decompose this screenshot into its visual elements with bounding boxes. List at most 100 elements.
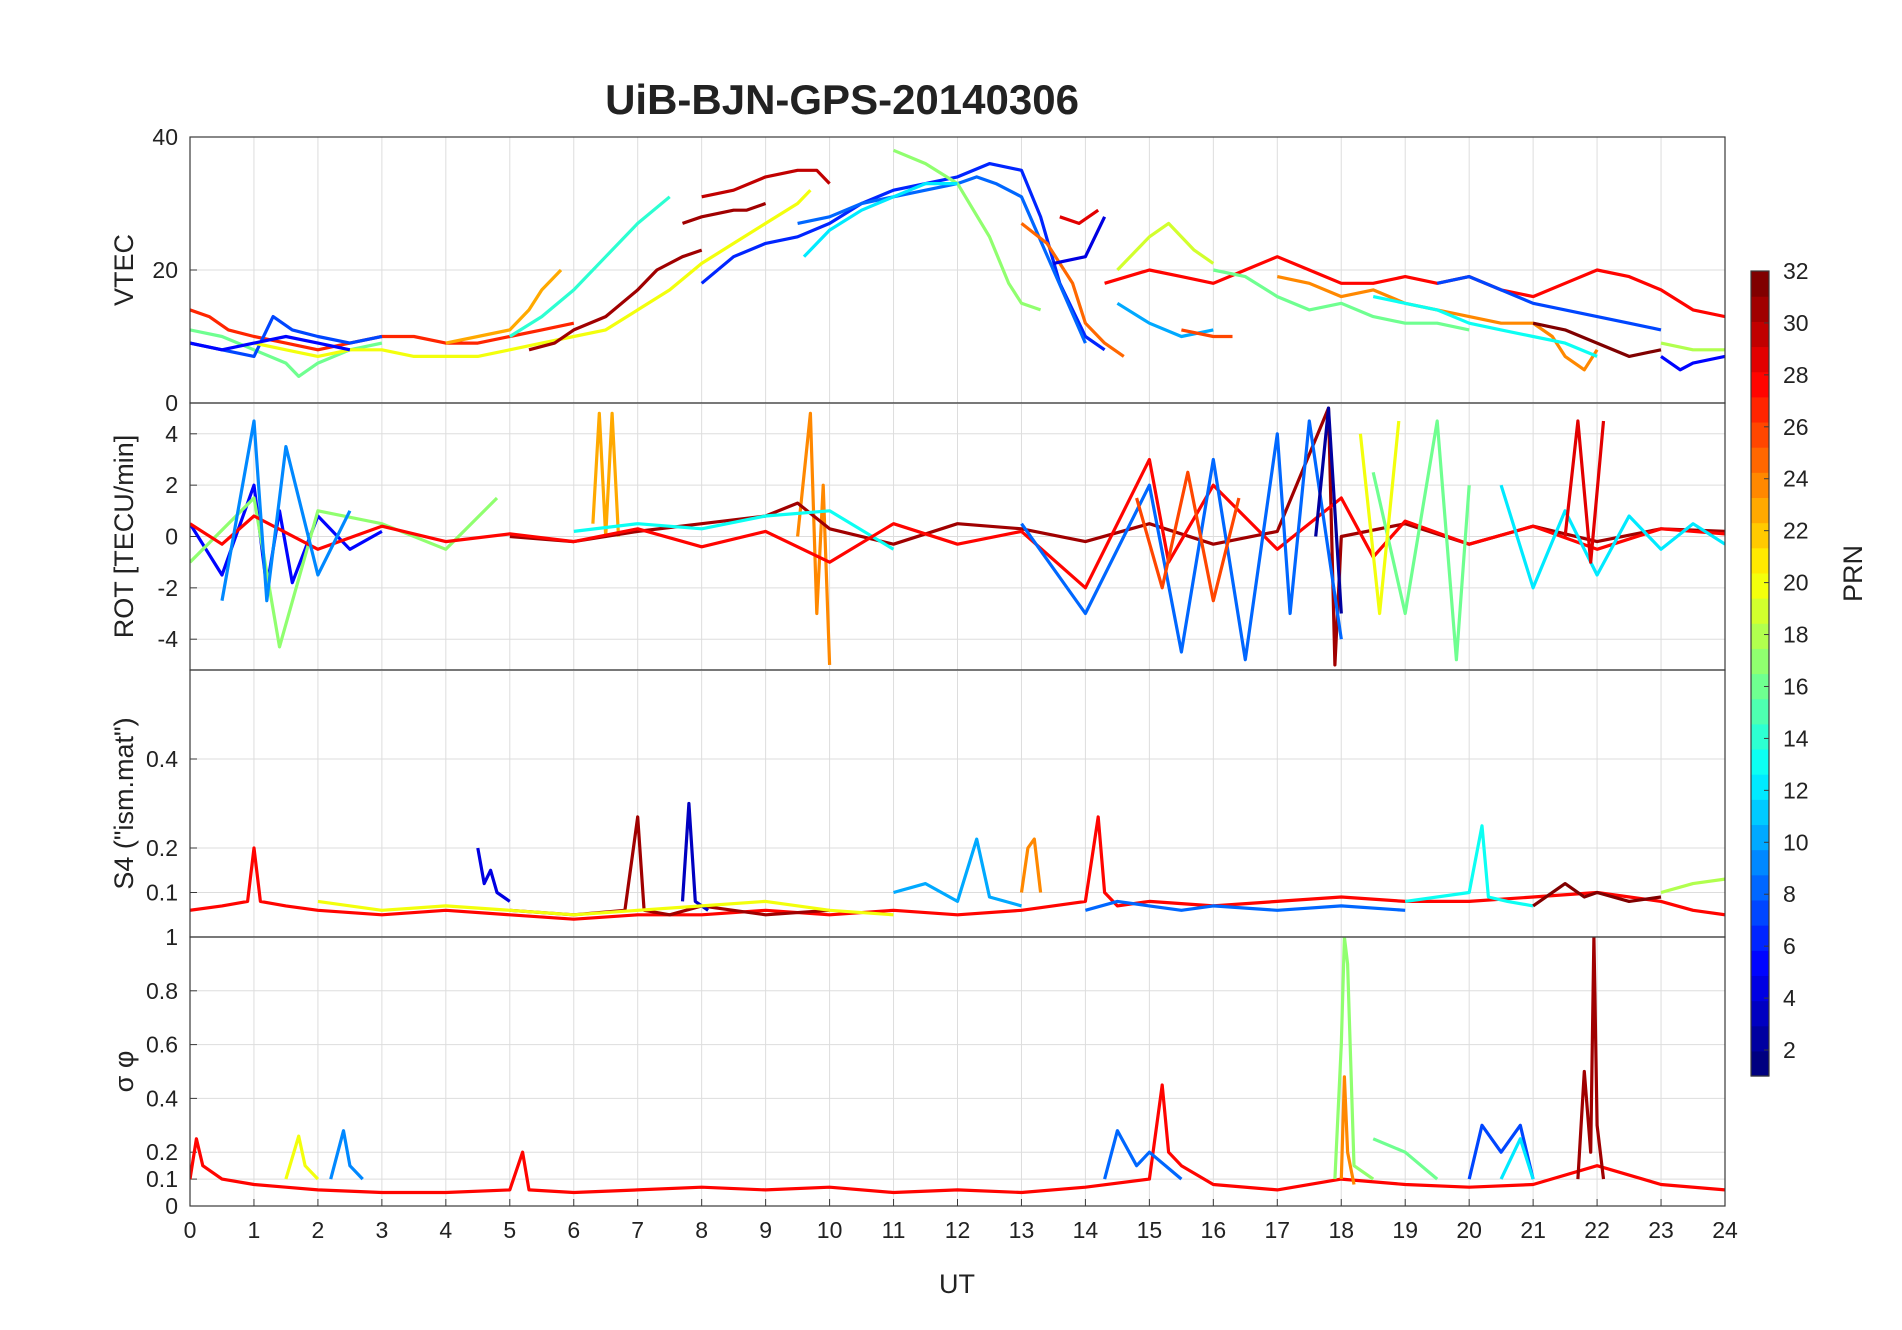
- colorbar-swatch: [1751, 748, 1769, 775]
- colorbar-swatch: [1751, 648, 1769, 675]
- colorbar-swatch: [1751, 522, 1769, 549]
- colorbar-tick-label: 8: [1783, 881, 1796, 907]
- y-tick-label: 0.1: [146, 880, 178, 906]
- x-tick-label: 11: [882, 1217, 906, 1243]
- x-tick-label: 16: [1201, 1217, 1227, 1243]
- colorbar-swatch: [1751, 799, 1769, 826]
- y-tick-label: 0.6: [146, 1032, 178, 1058]
- colorbar-swatch: [1751, 1025, 1769, 1052]
- colorbar-swatch: [1751, 1000, 1769, 1027]
- y-tick-label: 4: [165, 421, 178, 447]
- colorbar-swatch: [1751, 1050, 1769, 1077]
- series-line-prn-4: [1053, 216, 1107, 265]
- x-tick-label: 0: [184, 1217, 197, 1243]
- series-line-prn-19: [1116, 221, 1215, 272]
- x-tick-label: 23: [1648, 1217, 1674, 1243]
- series-line-prn-8: [797, 175, 1087, 344]
- colorbar-swatch: [1751, 925, 1769, 951]
- x-tick-label: 10: [817, 1217, 843, 1243]
- colorbar-swatch: [1751, 774, 1769, 800]
- y-tick-label: 0.4: [146, 1085, 178, 1111]
- series-line-prn-13: [1372, 295, 1598, 358]
- colorbar-swatch: [1751, 371, 1769, 398]
- x-axis-label: UT: [939, 1269, 975, 1299]
- y-axis-label: VTEC: [109, 234, 139, 306]
- colorbar-tick-label: 24: [1783, 466, 1809, 492]
- series-line-prn-17: [892, 148, 1042, 312]
- series-line-prn-23: [591, 411, 621, 539]
- colorbar-tick-label: 4: [1783, 985, 1796, 1011]
- colorbar-swatch: [1751, 321, 1769, 348]
- series-line-prn-7: [1467, 1123, 1535, 1180]
- colorbar-swatch: [1751, 472, 1769, 499]
- series-line-prn-12: [1499, 484, 1725, 590]
- series-line-prn-8: [1020, 419, 1343, 662]
- colorbar-swatch: [1751, 396, 1769, 423]
- colorbar-swatch: [1751, 849, 1769, 876]
- series-line-prn-31: [509, 815, 830, 917]
- x-tick-label: 21: [1520, 1217, 1546, 1243]
- y-tick-label: 0.8: [146, 978, 178, 1004]
- y-tick-label: 2: [165, 472, 178, 498]
- series-line-prn-8: [1084, 899, 1406, 912]
- series-line-prn-16: [1371, 419, 1471, 662]
- series-line-prn-20: [1358, 420, 1401, 616]
- series-line-prn-28: [1104, 255, 1725, 319]
- x-tick-label: 7: [631, 1217, 644, 1243]
- series-line-prn-24: [1019, 837, 1043, 893]
- colorbar-tick-label: 20: [1783, 570, 1809, 596]
- x-tick-label: 22: [1584, 1217, 1610, 1243]
- colorbar-frame: [1750, 270, 1770, 1077]
- series-line-prn-9: [329, 1129, 364, 1181]
- colorbar-swatch: [1751, 623, 1769, 649]
- series-line-prn-31: [528, 248, 703, 352]
- y-tick-label: -4: [158, 626, 179, 652]
- colorbar-tick-label: 26: [1783, 414, 1809, 440]
- panel-1: 0 20 40 VTEC: [109, 124, 1726, 416]
- colorbar-swatch: [1751, 899, 1769, 926]
- colorbar-tick-label: 6: [1783, 933, 1796, 959]
- colorbar-swatch: [1751, 572, 1769, 599]
- x-tick-label: 5: [503, 1217, 516, 1243]
- colorbar-swatch: [1751, 950, 1769, 976]
- x-tick-label: 1: [248, 1217, 261, 1243]
- colorbar-tick-label: 22: [1783, 518, 1809, 544]
- series-line-prn-16: [1372, 1137, 1439, 1181]
- colorbar-tick-label: 30: [1783, 310, 1809, 336]
- series-line-prn-12: [802, 182, 958, 258]
- series-line-prn-7: [190, 315, 383, 358]
- x-tick-label: 13: [1009, 1217, 1035, 1243]
- series-group: [190, 801, 1725, 921]
- colorbar-tick-label: 16: [1783, 673, 1809, 699]
- x-tick-label: 2: [312, 1217, 325, 1243]
- x-tick-label: 9: [759, 1217, 772, 1243]
- series-line-prn-26: [1181, 328, 1233, 339]
- series-line-prn-17: [1333, 937, 1375, 1181]
- series-line-prn-31: [681, 201, 767, 225]
- series-line-prn-18: [1660, 341, 1725, 352]
- series-line-prn-30: [701, 168, 831, 199]
- series-line-prn-18: [1660, 877, 1725, 895]
- x-tick-label: 24: [1712, 1217, 1738, 1243]
- colorbar-swatch: [1751, 271, 1769, 297]
- series-line-prn-25: [1020, 222, 1125, 358]
- series-line-prn-13: [1404, 824, 1534, 908]
- colorbar-swatch: [1751, 723, 1769, 750]
- series-line-prn-32: [1532, 881, 1662, 908]
- y-tick-label: 40: [152, 124, 178, 150]
- colorbar-tick-label: 18: [1783, 622, 1809, 648]
- x-tick-label: 3: [375, 1217, 388, 1243]
- y-tick-label: 0.2: [146, 835, 178, 861]
- x-tick-label: 15: [1137, 1217, 1163, 1243]
- x-tick-label: 12: [945, 1217, 971, 1243]
- colorbar-swatch: [1751, 598, 1769, 624]
- y-axis-label: σ φ: [109, 1051, 139, 1093]
- series-line-prn-32: [1532, 321, 1662, 358]
- series-line-prn-14: [508, 195, 671, 338]
- series-line-prn-23: [445, 268, 563, 345]
- colorbar-swatch: [1751, 874, 1769, 901]
- series-line-prn-29: [1059, 208, 1100, 225]
- series-line-prn-31: [1576, 937, 1606, 1180]
